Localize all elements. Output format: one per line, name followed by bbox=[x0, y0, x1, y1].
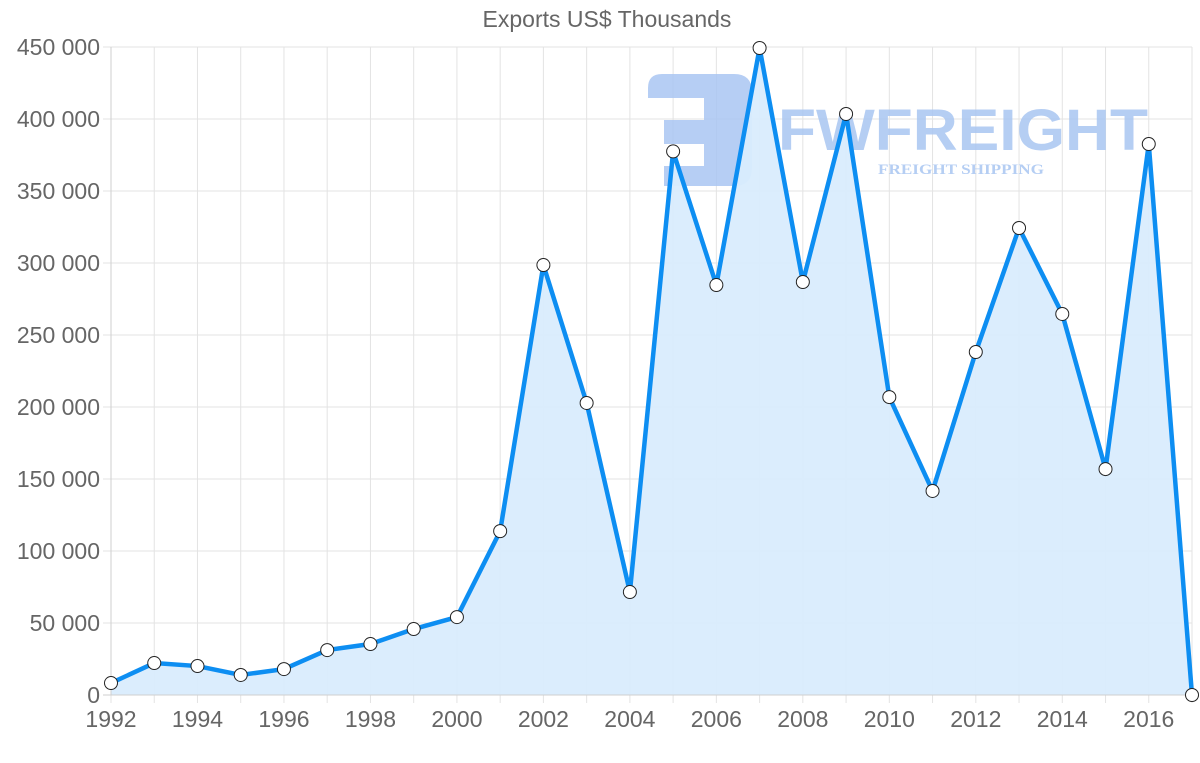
x-tick-label: 2014 bbox=[1037, 706, 1088, 732]
data-point-marker[interactable] bbox=[363, 637, 378, 652]
y-tick-label: 100 000 bbox=[17, 538, 100, 564]
x-tick-label: 2006 bbox=[691, 706, 742, 732]
data-point-marker[interactable] bbox=[752, 41, 767, 56]
data-point-marker[interactable] bbox=[1141, 137, 1156, 152]
area-fill bbox=[111, 48, 1192, 696]
data-point-marker[interactable] bbox=[233, 667, 248, 682]
data-point-marker[interactable] bbox=[579, 395, 594, 410]
data-point-marker[interactable] bbox=[536, 258, 551, 273]
chart-title: Exports US$ Thousands bbox=[482, 6, 732, 32]
x-tick-label: 1992 bbox=[85, 706, 136, 732]
data-point-marker[interactable] bbox=[882, 390, 897, 405]
data-point-marker[interactable] bbox=[709, 278, 724, 293]
data-point-marker[interactable] bbox=[1185, 688, 1199, 702]
watermark-tagline: FREIGHT SHIPPING bbox=[878, 162, 1044, 178]
data-point-marker[interactable] bbox=[1055, 306, 1070, 321]
y-tick-label: 350 000 bbox=[17, 178, 100, 204]
x-tick-label: 2012 bbox=[950, 706, 1001, 732]
x-tick-label: 2004 bbox=[604, 706, 655, 732]
axes bbox=[103, 47, 1192, 696]
data-point-marker[interactable] bbox=[190, 659, 205, 674]
data-point-marker[interactable] bbox=[1012, 221, 1027, 236]
data-point-marker[interactable] bbox=[493, 524, 508, 539]
y-tick-label: 200 000 bbox=[17, 394, 100, 420]
data-point-marker[interactable] bbox=[147, 656, 162, 671]
data-point-marker[interactable] bbox=[839, 106, 854, 121]
watermark-logo: FWFREIGHT FREIGHT SHIPPING bbox=[648, 74, 1148, 186]
x-tick-label: 2016 bbox=[1123, 706, 1174, 732]
y-tick-label: 400 000 bbox=[17, 106, 100, 132]
data-point-marker[interactable] bbox=[320, 643, 335, 658]
x-tick-label: 2002 bbox=[518, 706, 569, 732]
x-tick-label: 2008 bbox=[777, 706, 828, 732]
y-tick-label: 450 000 bbox=[17, 34, 100, 60]
data-point-marker[interactable] bbox=[795, 275, 810, 290]
data-points bbox=[104, 41, 1199, 702]
watermark-brand: FWFREIGHT bbox=[778, 98, 1148, 163]
x-tick-label: 2000 bbox=[431, 706, 482, 732]
data-point-marker[interactable] bbox=[449, 610, 464, 625]
fwfreight-logo-icon bbox=[648, 74, 752, 186]
x-axis-ticks: 1992 1994 1996 1998 2000 2002 2004 2006 2008 2010… bbox=[85, 706, 1174, 732]
x-tick-label: 1994 bbox=[172, 706, 223, 732]
y-tick-label: 250 000 bbox=[17, 322, 100, 348]
series-line bbox=[110, 47, 1195, 696]
y-tick-label: 50 000 bbox=[30, 610, 100, 636]
y-tick-label: 300 000 bbox=[17, 250, 100, 276]
x-tick-label: 1996 bbox=[258, 706, 309, 732]
data-point-marker[interactable] bbox=[406, 622, 421, 637]
x-tick-label: 1998 bbox=[345, 706, 396, 732]
x-tick-label: 2010 bbox=[864, 706, 915, 732]
y-tick-label: 150 000 bbox=[17, 466, 100, 492]
data-point-marker[interactable] bbox=[1098, 462, 1113, 477]
data-area bbox=[110, 47, 1195, 696]
data-point-marker[interactable] bbox=[666, 144, 681, 159]
data-point-marker[interactable] bbox=[104, 676, 118, 691]
y-axis-ticks: 0 50 000 100 000 150 000 200 000 250 000 300 0… bbox=[17, 34, 100, 708]
data-point-marker[interactable] bbox=[925, 483, 940, 498]
data-point-marker[interactable] bbox=[968, 344, 983, 359]
data-point-marker[interactable] bbox=[622, 585, 637, 600]
y-tick-label: 0 bbox=[87, 682, 100, 708]
data-point-marker[interactable] bbox=[276, 662, 291, 677]
